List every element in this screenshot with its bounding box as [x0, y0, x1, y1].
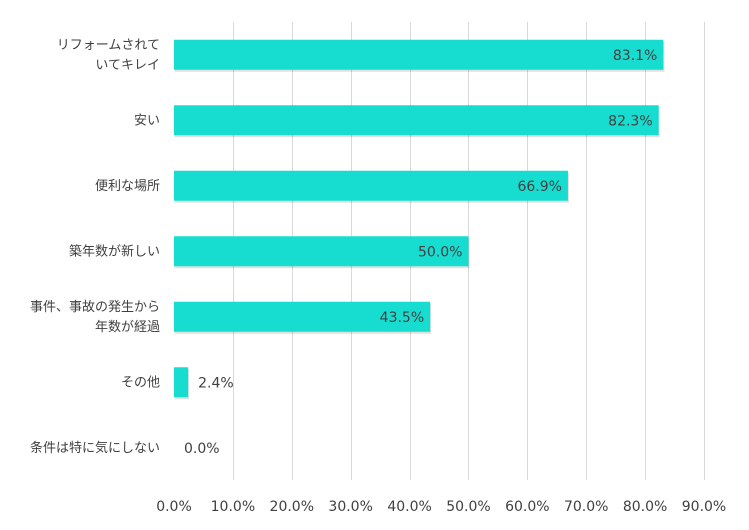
- x-tick-label: 0.0%: [156, 499, 192, 515]
- x-tick-label: 90.0%: [682, 499, 726, 515]
- category-label: 年数が経過: [95, 320, 160, 335]
- bar: [174, 236, 469, 267]
- category-label: 便利な場所: [95, 179, 160, 194]
- x-tick-label: 60.0%: [505, 499, 549, 515]
- data-labels: 83.1% 82.3% 66.9% 50.0% 43.5% 2.4% 0.0%: [184, 48, 657, 457]
- data-label: 2.4%: [198, 375, 234, 391]
- category-label: 条件は特に気にしない: [30, 440, 160, 456]
- category-label: 安い: [134, 113, 160, 128]
- x-axis-tick-labels: 0.0% 10.0% 20.0% 30.0% 40.0% 50.0% 60.0% 70.0% 8…: [156, 499, 726, 515]
- bar: [174, 105, 659, 136]
- x-tick-label: 80.0%: [623, 499, 667, 515]
- bar: [174, 170, 568, 201]
- data-label: 66.9%: [517, 179, 561, 195]
- category-label: その他: [121, 375, 160, 390]
- bar: [174, 301, 431, 332]
- x-tick-label: 20.0%: [270, 499, 314, 515]
- x-tick-label: 70.0%: [564, 499, 608, 515]
- category-label: リフォームされて: [57, 38, 160, 53]
- category-labels: リフォームされていてキレイ安い便利な場所築年数が新しい事件、事故の発生から年数が…: [30, 38, 160, 456]
- data-label: 82.3%: [608, 113, 652, 129]
- category-label: 築年数が新しい: [69, 243, 160, 259]
- bar: [174, 367, 189, 398]
- category-label: 事件、事故の発生から: [30, 300, 160, 315]
- gridlines: [233, 22, 705, 480]
- x-tick-label: 10.0%: [211, 499, 255, 515]
- data-label: 43.5%: [380, 310, 424, 326]
- bar: [174, 39, 664, 70]
- bars: [174, 39, 665, 400]
- data-label: 83.1%: [613, 48, 657, 64]
- data-label: 50.0%: [418, 244, 462, 260]
- x-tick-label: 30.0%: [328, 499, 372, 515]
- category-label: いてキレイ: [95, 58, 160, 73]
- data-label: 0.0%: [184, 441, 220, 457]
- x-tick-label: 40.0%: [387, 499, 431, 515]
- x-tick-label: 50.0%: [446, 499, 490, 515]
